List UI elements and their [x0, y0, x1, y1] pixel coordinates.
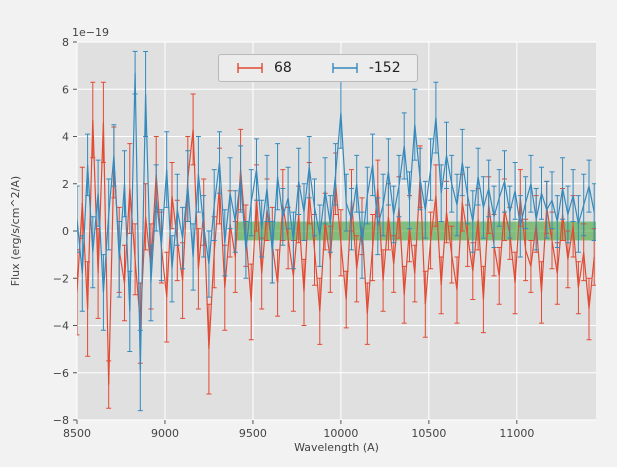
- y-tick-label: 8: [62, 36, 69, 49]
- y-tick-label: −4: [53, 320, 69, 333]
- y-tick-label: −2: [53, 272, 69, 285]
- errorbar-icon: [237, 63, 263, 73]
- y-tick-label: 6: [62, 83, 69, 96]
- x-tick-label: 8500: [63, 427, 91, 440]
- y-tick-label: −6: [53, 367, 69, 380]
- y-tick-label: 2: [62, 178, 69, 191]
- legend-entry: 68: [235, 60, 292, 76]
- legend-label: 68: [274, 60, 292, 76]
- zero-flux-band: [235, 221, 596, 241]
- y-axis-label: Flux (erg/s/cm^2/A): [9, 175, 22, 287]
- x-axis-label: Wavelength (A): [294, 441, 379, 454]
- y-tick-label: 0: [62, 225, 69, 238]
- x-tick-label: 10000: [323, 427, 358, 440]
- x-tick-label: 9500: [239, 427, 267, 440]
- x-tick-label: 9000: [151, 427, 179, 440]
- legend: 68 -152: [218, 54, 418, 82]
- legend-label: -152: [368, 60, 401, 76]
- x-tick-label: 11000: [499, 427, 534, 440]
- y-tick-label: 4: [62, 131, 69, 144]
- errorbar-icon: [332, 63, 358, 73]
- x-tick-label: 10500: [411, 427, 446, 440]
- series-line--152: [77, 72, 595, 371]
- y-tick-label: −8: [53, 414, 69, 427]
- y-axis-offset-text: 1e−19: [72, 26, 109, 39]
- legend-entry: -152: [330, 60, 401, 76]
